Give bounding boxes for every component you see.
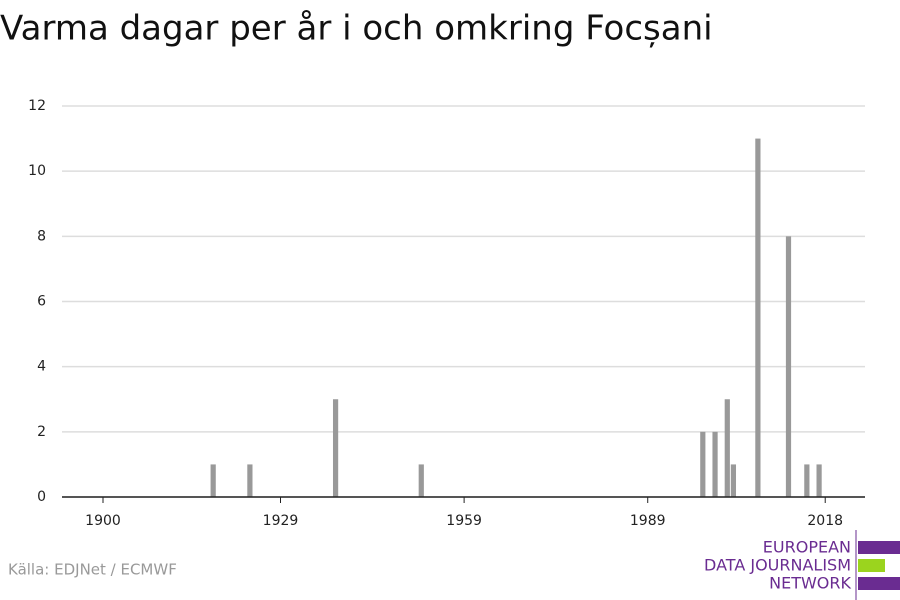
y-tick-label: 4	[37, 359, 46, 375]
x-tick-label: 1900	[85, 513, 121, 529]
x-tick-label: 1929	[263, 513, 299, 529]
bar	[210, 464, 216, 497]
bar	[730, 464, 737, 497]
logo-text: NETWORK	[769, 574, 851, 593]
bar	[785, 236, 792, 498]
y-tick-label: 10	[28, 163, 46, 179]
logo-bar	[858, 541, 900, 554]
y-tick-label: 0	[37, 489, 46, 505]
bar	[804, 464, 810, 497]
logo-bar	[858, 577, 900, 590]
bar	[247, 464, 253, 497]
y-tick-label: 6	[37, 294, 46, 310]
bar	[700, 431, 706, 497]
bar	[724, 399, 730, 497]
bar	[712, 431, 718, 497]
y-tick-label: 8	[37, 228, 46, 244]
logo-text: DATA JOURNALISM	[704, 556, 851, 575]
logo-bar	[858, 559, 885, 572]
logo-text: EUROPEAN	[763, 538, 851, 557]
y-tick-label: 12	[28, 98, 46, 114]
logo: EUROPEAN DATA JOURNALISM NETWORK	[704, 530, 900, 600]
x-tick-label: 2018	[807, 513, 843, 529]
bar	[418, 464, 424, 497]
chart-title: Varma dagar per år i och omkring Focșani	[0, 9, 713, 49]
y-tick-label: 2	[37, 424, 46, 440]
x-tick-label: 1959	[446, 513, 482, 529]
bar	[816, 464, 822, 497]
bar	[755, 138, 761, 498]
source: Källa: EDJNet / ECMWF	[8, 561, 177, 579]
bar	[332, 399, 339, 497]
x-tick-label: 1989	[630, 513, 666, 529]
